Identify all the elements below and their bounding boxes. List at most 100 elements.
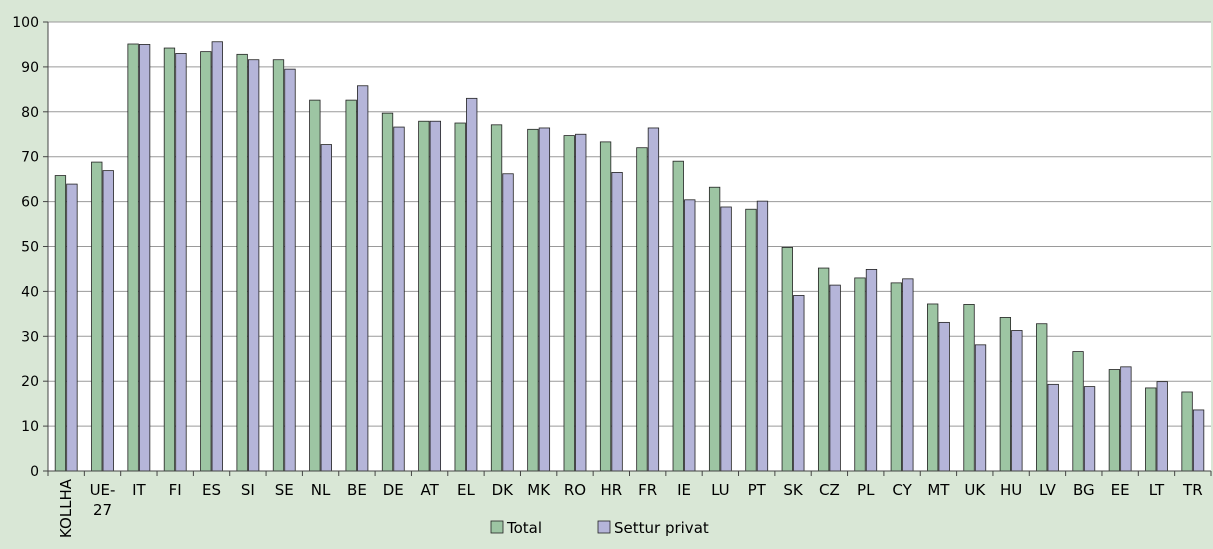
bar-settur-privat-fi [175, 53, 187, 472]
x-tick-label: EE [1111, 481, 1130, 499]
legend-swatch-settur-privat [597, 520, 611, 534]
bar-total-dk [490, 124, 503, 472]
x-tick-label: BG [1073, 481, 1095, 499]
y-tick-label: 30 [21, 329, 39, 345]
bar-settur-privat-cz [829, 284, 841, 472]
bars [54, 41, 1205, 472]
y-tick-label: 70 [21, 150, 39, 166]
bar-settur-privat-bg [1083, 386, 1096, 472]
bar-total-de [381, 112, 394, 472]
legend: Total Settur privat [490, 519, 709, 537]
bar-total-kollha [54, 175, 67, 472]
bar-total-cz [817, 267, 830, 472]
bar-total-nl [309, 99, 321, 472]
bar-settur-privat-es [211, 41, 223, 472]
x-tick-label: CY [892, 481, 912, 499]
bar-total-pl [854, 277, 866, 472]
bar-settur-privat-pt [756, 200, 769, 472]
x-tick-label: FI [169, 481, 182, 499]
bar-total-bg [1072, 351, 1084, 472]
bar-total-ie [672, 160, 684, 472]
x-tick-label: LT [1149, 481, 1165, 499]
x-tick-label-continued: 27 [93, 501, 112, 519]
bar-total-ee [1108, 369, 1121, 472]
bar-total-lv [1036, 323, 1048, 472]
bar-settur-privat-mk [538, 127, 551, 472]
y-tick-label: 90 [21, 60, 39, 76]
bar-settur-privat-cy [902, 278, 914, 472]
bar-total-at [418, 120, 430, 472]
x-tick-label: BE [347, 481, 367, 499]
x-tick-label: MT [927, 481, 950, 499]
bar-total-lu [708, 186, 721, 472]
bar-settur-privat-dk [502, 173, 514, 472]
bar-total-mk [527, 128, 539, 472]
x-tick-label: IT [132, 481, 146, 499]
bar-total-pt [745, 208, 757, 472]
x-tick-label: EL [457, 481, 475, 499]
bar-settur-privat-ee [1120, 366, 1132, 472]
x-tick-label: IE [677, 481, 691, 499]
legend-swatch-total [490, 520, 504, 534]
bar-settur-privat-ro [575, 133, 587, 472]
bar-total-hr [599, 141, 612, 472]
bar-settur-privat-hr [611, 172, 623, 472]
bar-settur-privat-lv [1047, 383, 1059, 472]
x-tick-label: DK [492, 481, 515, 499]
bar-settur-privat-ue-27 [102, 170, 114, 472]
bar-settur-privat-kollha [66, 183, 78, 472]
bar-total-mt [927, 303, 939, 472]
x-tick-label: KOLLHA [57, 478, 75, 538]
legend-label-settur-privat: Settur privat [614, 519, 709, 537]
bar-total-it [127, 43, 139, 472]
y-tick-label: 40 [21, 284, 39, 300]
x-tick-label: UK [964, 481, 986, 499]
bar-total-el [454, 122, 466, 472]
y-tick-labels: 0 10 20 30 40 50 60 70 80 90 100 [12, 15, 39, 480]
y-tick-label: 10 [21, 419, 39, 435]
y-tick-label: 50 [21, 240, 39, 256]
y-tick-label: 80 [21, 105, 39, 121]
legend-label-total: Total [506, 519, 542, 537]
y-tick-label: 100 [12, 15, 39, 31]
y-tick-label: 20 [21, 374, 39, 390]
x-tick-label: SK [783, 481, 804, 499]
bar-settur-privat-pl [865, 268, 878, 472]
x-tick-label: LV [1039, 481, 1057, 499]
bar-settur-privat-hu [1011, 330, 1023, 472]
x-tick-label: PL [857, 481, 875, 499]
bar-settur-privat-be [357, 85, 369, 472]
bar-settur-privat-mt [938, 321, 950, 472]
axes [43, 21, 1212, 476]
x-tick-label: SI [241, 481, 255, 499]
bar-settur-privat-nl [320, 144, 332, 472]
bar-total-hu [999, 317, 1012, 472]
bar-total-lt [1145, 387, 1157, 472]
x-tick-label: LU [711, 481, 730, 499]
bar-settur-privat-at [429, 120, 442, 472]
bar-settur-privat-tr [1192, 409, 1205, 472]
bar-total-se [272, 59, 285, 472]
bar-total-fi [163, 47, 176, 472]
bar-settur-privat-fr [647, 127, 660, 472]
x-tick-label: AT [420, 481, 439, 499]
y-tick-label: 0 [30, 464, 39, 480]
x-tick-label: CZ [819, 481, 840, 499]
x-tick-label: FR [638, 481, 657, 499]
x-tick-label: RO [564, 481, 586, 499]
bar-settur-privat-si [247, 59, 260, 472]
bar-settur-privat-lu [720, 206, 732, 472]
bar-settur-privat-de [393, 126, 405, 472]
x-tick-label: HR [600, 481, 622, 499]
x-tick-label: DE [383, 481, 404, 499]
x-tick-label: UE- [90, 481, 116, 499]
x-tick-label: PT [748, 481, 767, 499]
bar-total-be [345, 99, 357, 472]
bar-total-ue-27 [91, 161, 103, 472]
bar-total-uk [963, 304, 975, 472]
x-tick-label: TR [1182, 481, 1203, 499]
bar-settur-privat-el [466, 97, 478, 472]
bar-total-es [200, 51, 212, 472]
